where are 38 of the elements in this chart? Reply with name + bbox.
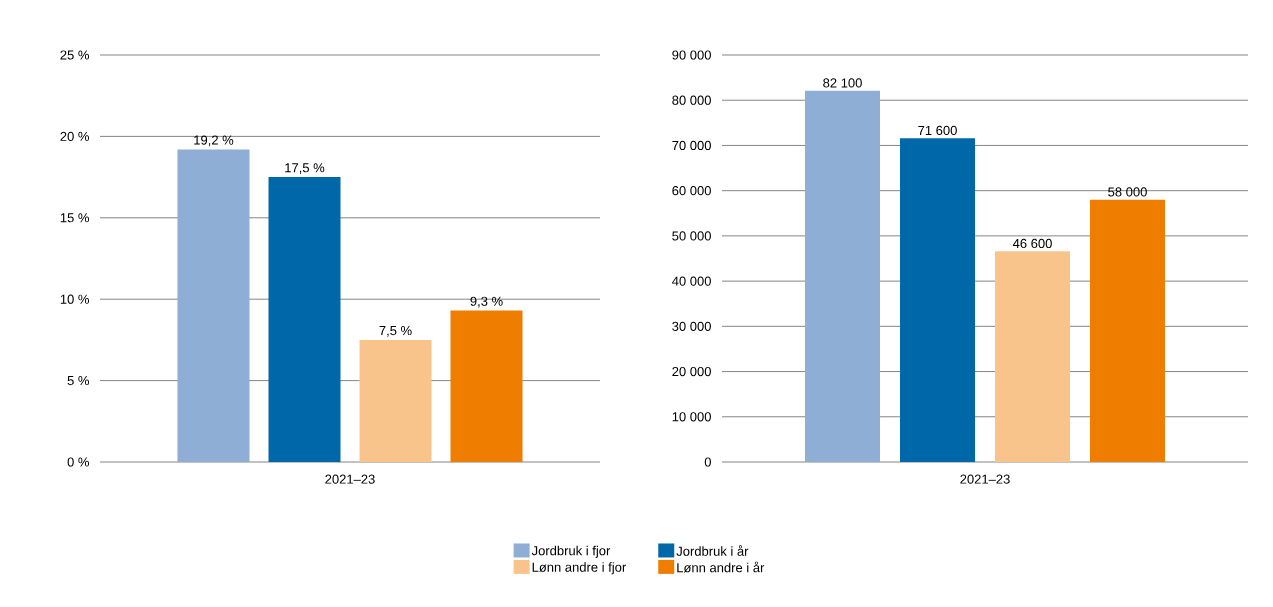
bar — [900, 138, 976, 462]
bar — [805, 90, 881, 462]
y-tick-label: 30 000 — [672, 321, 711, 331]
legend-label: Jordbruk i år — [676, 545, 749, 556]
data-label: 9,3 % — [470, 296, 503, 308]
data-label: 71 600 — [918, 125, 957, 136]
x-tick-label: 2021–23 — [325, 474, 375, 484]
y-tick-label: 20 000 — [672, 366, 711, 377]
y-tick-label: 5 % — [67, 376, 89, 386]
legend-label: Jordbruk i fjor — [531, 545, 611, 558]
legend-label: Lønn andre i år — [677, 561, 765, 573]
y-tick-label: 40 000 — [672, 276, 711, 286]
bar — [995, 251, 1071, 462]
data-label: 7,5 % — [379, 326, 412, 337]
y-tick-label: 60 000 — [672, 186, 711, 196]
data-label: 17,5 % — [285, 163, 325, 174]
bar — [450, 310, 523, 462]
bar — [268, 177, 341, 462]
y-tick-label: 15 % — [60, 213, 89, 223]
data-label: 82 100 — [823, 78, 862, 88]
bar — [1090, 199, 1166, 462]
legend-label: Lønn andre i fjor — [532, 562, 627, 575]
y-tick-label: 80 000 — [672, 95, 711, 105]
y-tick-label: 25 % — [60, 50, 89, 60]
y-tick-label: 10 % — [60, 294, 89, 304]
data-label: 46 600 — [1012, 238, 1052, 249]
y-tick-label: 90 000 — [672, 50, 711, 60]
y-tick-label: 0 — [704, 457, 711, 467]
y-tick-label: 10 000 — [672, 412, 711, 422]
x-tick-label: 2021–23 — [960, 474, 1010, 484]
y-tick-label: 70 000 — [672, 140, 711, 151]
y-tick-label: 20 % — [60, 131, 89, 141]
y-tick-label: 50 000 — [672, 231, 711, 241]
bar — [177, 149, 250, 462]
bar — [359, 339, 432, 462]
data-label: 19,2 % — [194, 135, 234, 147]
data-label: 58 000 — [1108, 187, 1147, 197]
y-tick-label: 0 % — [67, 457, 89, 467]
